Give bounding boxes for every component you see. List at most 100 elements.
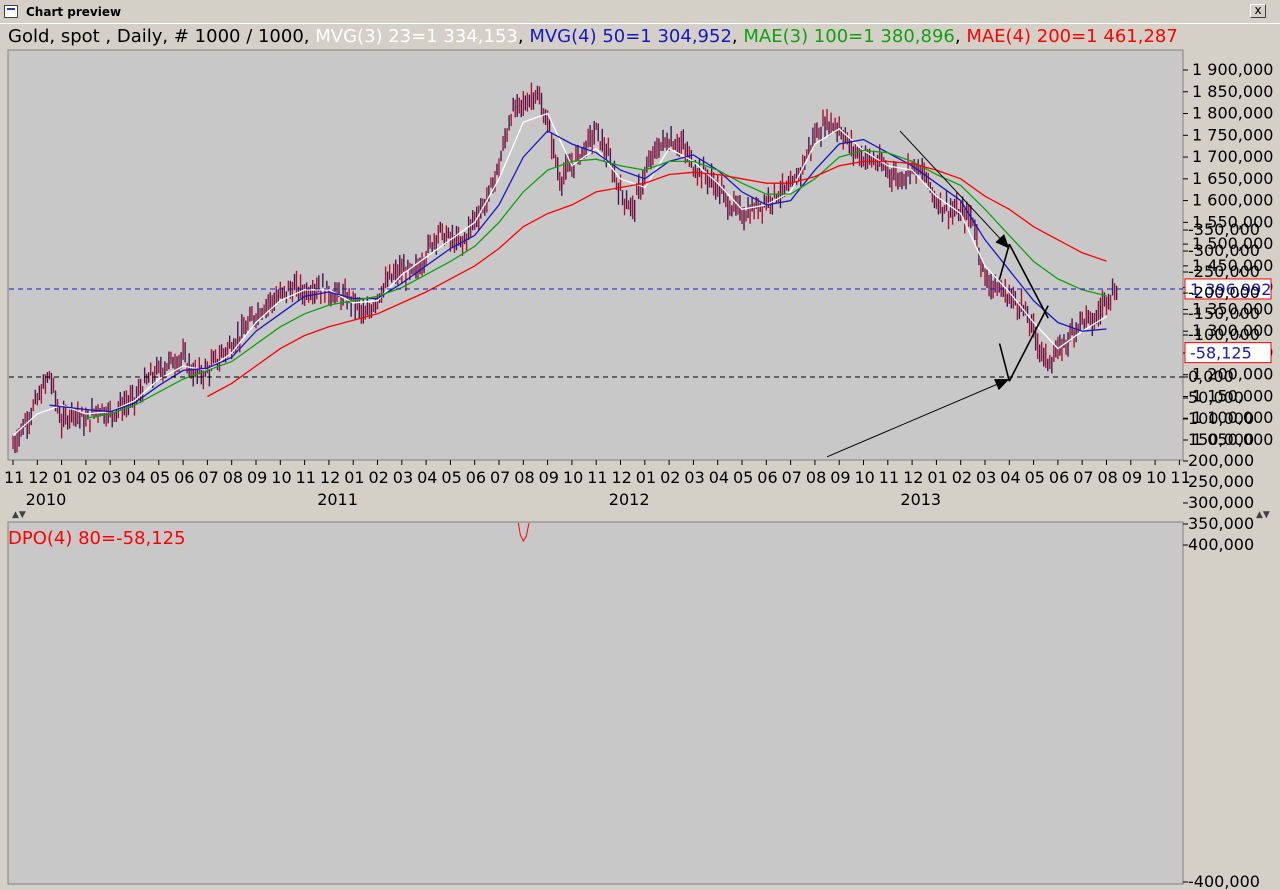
- series-line: [12, 112, 1107, 437]
- annotation-line: [826, 378, 1010, 458]
- y-tick-label: 1 750,000: [1192, 125, 1273, 144]
- x-month-label: 11: [4, 468, 24, 487]
- x-month-label: 09: [830, 468, 850, 487]
- x-month-label: 07: [1073, 468, 1093, 487]
- annotation-line: [998, 343, 1011, 382]
- main-current-value: 1 396,992: [1190, 280, 1271, 299]
- annotation-line: [899, 130, 1010, 249]
- sub-chart-header: DPO(4) 80=-58,125: [8, 528, 186, 549]
- y-tick-label: 1 700,000: [1192, 147, 1273, 166]
- x-month-label: 12: [903, 468, 923, 487]
- y-tick-label: 100,000: [1188, 409, 1254, 428]
- x-month-label: 09: [1122, 468, 1142, 487]
- y-tick-label: 350,000: [1188, 514, 1254, 533]
- x-month-label: 11: [879, 468, 899, 487]
- splitter-arrows-left[interactable]: ▲▼: [12, 510, 26, 520]
- y-tick-label: 1 600,000: [1192, 191, 1273, 210]
- main-header-item: MAE(4) 200=1 461,287: [966, 26, 1177, 47]
- header-separator: ,: [955, 26, 966, 47]
- y-tick-label: -400,000: [1188, 872, 1260, 890]
- x-month-label: 07: [782, 468, 802, 487]
- y-tick-label: 1 500,000: [1192, 234, 1273, 253]
- y-tick-label: 1 800,000: [1192, 104, 1273, 123]
- y-tick-label: 1 350,000: [1192, 299, 1273, 318]
- y-tick-label: 1 200,000: [1192, 365, 1273, 384]
- main-header-item: MVG(4) 50=1 304,952: [529, 26, 732, 47]
- x-month-label: 04: [1000, 468, 1020, 487]
- sub-annotations: [826, 305, 1049, 458]
- close-button[interactable]: x: [1250, 4, 1266, 18]
- x-month-label: 02: [369, 468, 389, 487]
- y-tick-label: -250,000: [1188, 262, 1260, 281]
- x-month-label: 04: [709, 468, 729, 487]
- x-month-label: 05: [733, 468, 753, 487]
- window-icon: [4, 5, 18, 18]
- sub-current-value-box: -58,125: [1184, 342, 1272, 364]
- x-month-label: 12: [612, 468, 632, 487]
- x-month-label: 10: [563, 468, 583, 487]
- y-tick-label: -200,000: [1188, 283, 1260, 302]
- x-year-label: 2012: [609, 490, 650, 509]
- x-month-label: 06: [1049, 468, 1069, 487]
- x-year-label: 2010: [26, 490, 67, 509]
- x-month-label: 07: [490, 468, 510, 487]
- y-tick-label: 1 550,000: [1192, 212, 1273, 231]
- x-month-label: 12: [320, 468, 340, 487]
- header-separator: ,: [732, 26, 743, 47]
- annotation-arrowhead: [995, 234, 1010, 249]
- main-header-item: MAE(3) 100=1 380,896: [743, 26, 954, 47]
- y-tick-label: 250,000: [1188, 472, 1254, 491]
- y-tick-label: 1 050,000: [1192, 430, 1273, 449]
- y-tick-label: 1 150,000: [1192, 386, 1273, 405]
- y-tick-label: -150,000: [1188, 304, 1260, 323]
- x-month-label: 10: [855, 468, 875, 487]
- main-annotations: [899, 130, 1049, 319]
- y-tick-label: -100,000: [1188, 325, 1260, 344]
- title-bar: Chart preview x: [0, 0, 1280, 24]
- splitter-arrows-right[interactable]: ▲▼: [1256, 510, 1270, 520]
- y-tick-label: 1 650,000: [1192, 169, 1273, 188]
- x-month-label: 05: [1025, 468, 1045, 487]
- pane-splitter[interactable]: [0, 508, 1280, 520]
- chart-area: Gold, spot , Daily, # 1000 / 1000, MVG(3…: [0, 26, 1280, 890]
- y-tick-label: 200,000: [1188, 451, 1254, 470]
- x-month-label: 08: [223, 468, 243, 487]
- x-month-label: 10: [1146, 468, 1166, 487]
- sub-y-axis: 400,000 350,000 300,000 250,000 200,000 150,0…: [1183, 220, 1260, 890]
- x-month-label: 06: [174, 468, 194, 487]
- main-plot-area: [7, 49, 1184, 461]
- x-month-label: 04: [417, 468, 437, 487]
- main-chart-header: Gold, spot , Daily, # 1000 / 1000, MVG(3…: [8, 26, 1178, 47]
- x-axis: 11 12 01 02 03 04 05 06 07 08 09 10 11 12 01 02 03 04 05 06…: [4, 460, 1191, 509]
- x-month-label: 07: [198, 468, 218, 487]
- x-month-label: 05: [441, 468, 461, 487]
- x-month-label: 01: [53, 468, 73, 487]
- x-month-label: 11: [587, 468, 607, 487]
- x-month-label: 09: [539, 468, 559, 487]
- y-tick-label: 1 300,000: [1192, 321, 1273, 340]
- x-month-label: 08: [806, 468, 826, 487]
- series-line: [207, 160, 1107, 398]
- x-month-label: 03: [101, 468, 121, 487]
- x-month-label: 03: [684, 468, 704, 487]
- main-header-item: MVG(3) 23=1 334,153: [315, 26, 518, 47]
- y-tick-label: 300,000: [1188, 493, 1254, 512]
- x-month-label: 01: [927, 468, 947, 487]
- x-year-label: 2013: [900, 490, 941, 509]
- x-month-label: 06: [757, 468, 777, 487]
- y-tick-label: 1 100,000: [1192, 408, 1273, 427]
- y-tick-label: -300,000: [1188, 241, 1260, 260]
- main-series-group: [12, 82, 1118, 454]
- window-title: Chart preview: [26, 5, 122, 19]
- annotation-line: [1008, 305, 1049, 382]
- annotation-arrowhead: [994, 379, 1010, 391]
- x-month-label: 09: [247, 468, 267, 487]
- x-month-label: 10: [271, 468, 291, 487]
- x-month-label: 06: [466, 468, 486, 487]
- y-tick-label: 0,000: [1188, 367, 1234, 386]
- x-month-label: 01: [344, 468, 364, 487]
- series-line: [49, 130, 1107, 413]
- y-tick-label: 1 850,000: [1192, 82, 1273, 101]
- series-line: [85, 149, 1107, 419]
- x-month-label: 08: [514, 468, 534, 487]
